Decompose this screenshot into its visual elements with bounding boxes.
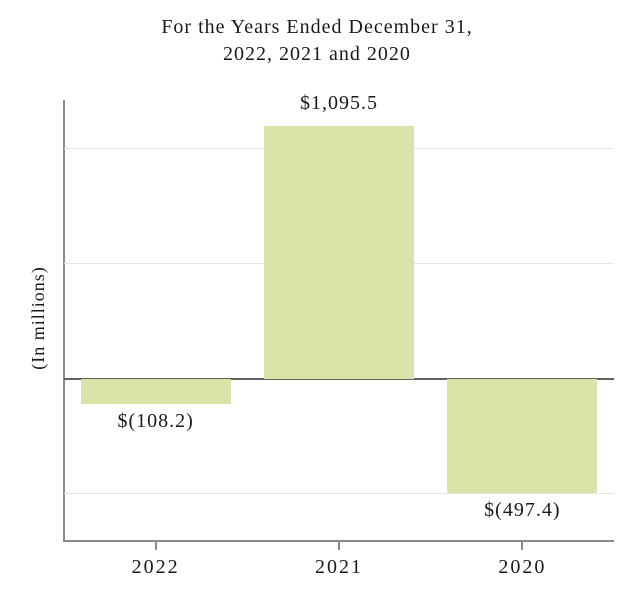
bar-2020 [447, 378, 598, 494]
plot-area: $(108.2) $1,095.5 $(497.4) [64, 92, 614, 540]
bar-2021 [264, 126, 414, 379]
x-axis-line [63, 540, 614, 542]
bar-value-label-2020: $(497.4) [484, 499, 561, 522]
x-tick-2022 [154, 542, 157, 550]
chart-title-line-2: 2022, 2021 and 2020 [223, 43, 411, 65]
x-tick-2021 [338, 542, 340, 550]
x-axis: 2022 2021 2020 [0, 542, 634, 600]
zero-baseline-line [64, 377, 614, 380]
bar-2022 [80, 378, 231, 404]
x-tick-label-2021: 2021 [315, 556, 363, 578]
bar-value-label-2021: $1,095.5 [300, 92, 378, 115]
x-tick-2020 [521, 542, 524, 550]
gridline [64, 493, 614, 495]
chart-title: For the Years Ended December 31, 2022, 2… [0, 14, 634, 68]
x-tick-label-2020: 2020 [498, 556, 547, 578]
x-tick-label-2022: 2022 [131, 556, 180, 578]
chart-title-line-1: For the Years Ended December 31, [161, 16, 473, 38]
bar-value-label-2022: $(108.2) [117, 409, 194, 432]
y-axis-line [63, 100, 65, 542]
y-axis-label: (In millions) [28, 266, 48, 370]
